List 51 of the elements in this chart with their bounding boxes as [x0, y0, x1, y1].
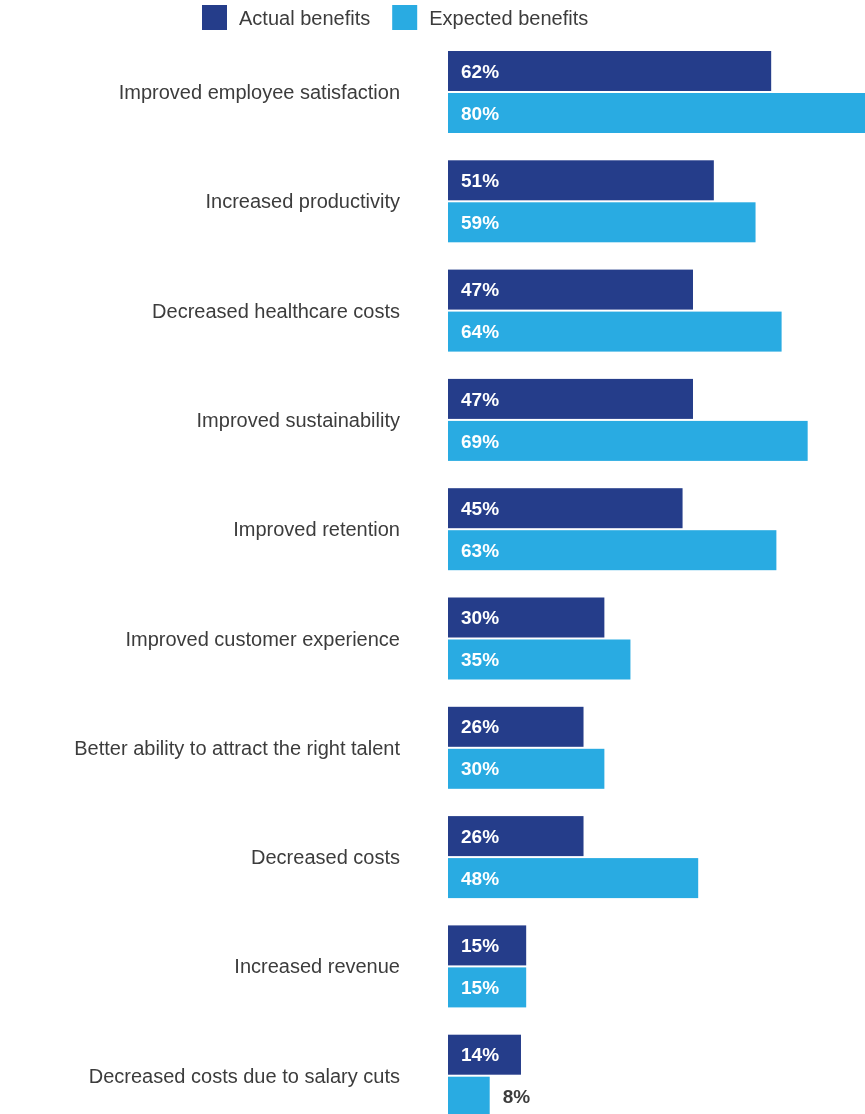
- data-label: 30%: [461, 607, 500, 629]
- bar: [448, 597, 605, 638]
- bar: [448, 488, 683, 529]
- y-tick-label: Decreased costs due to salary cuts: [88, 1064, 400, 1087]
- data-label: 26%: [461, 825, 500, 847]
- data-label: 35%: [461, 649, 500, 671]
- y-tick-label: Improved sustainability: [196, 408, 400, 431]
- data-label: 59%: [461, 211, 500, 233]
- bar: [448, 530, 777, 571]
- data-label: 80%: [461, 102, 500, 124]
- bar: [448, 269, 693, 310]
- data-label: 69%: [461, 430, 500, 452]
- bar: [448, 51, 772, 91]
- data-label: 63%: [461, 539, 500, 561]
- bar: [448, 748, 605, 789]
- bar: [448, 202, 756, 243]
- data-label: 47%: [461, 388, 500, 410]
- y-tick-label: Decreased healthcare costs: [152, 299, 400, 322]
- y-tick-label: Better ability to attract the right talent: [74, 736, 401, 759]
- data-label: 14%: [461, 1044, 500, 1066]
- y-tick-label: Improved customer experience: [125, 627, 400, 650]
- y-tick-label: Improved employee satisfaction: [118, 81, 400, 103]
- data-label: 48%: [461, 867, 500, 889]
- data-label: 64%: [461, 321, 500, 343]
- bar: [448, 160, 714, 201]
- y-tick-label: Increased revenue: [234, 955, 400, 978]
- bar: [448, 93, 865, 133]
- bar: [448, 816, 584, 857]
- data-label: 26%: [461, 716, 500, 738]
- bar: [448, 1034, 521, 1075]
- data-label: 30%: [461, 758, 500, 780]
- bar: [448, 858, 699, 899]
- data-label: 47%: [461, 279, 500, 301]
- data-label: 15%: [461, 935, 500, 957]
- y-tick-label: Decreased costs: [251, 846, 400, 869]
- bar: [448, 311, 782, 352]
- data-label: 51%: [461, 169, 500, 191]
- bar: [448, 378, 693, 419]
- bar: [448, 706, 584, 747]
- data-label: 15%: [461, 977, 500, 999]
- y-tick-label: Improved retention: [233, 518, 400, 541]
- bar: [448, 967, 527, 1008]
- legend-label: Actual benefits: [239, 6, 371, 29]
- legend-label: Expected benefits: [429, 6, 589, 29]
- bar: [448, 420, 808, 461]
- y-tick-label: Increased productivity: [205, 190, 400, 213]
- bar: [448, 639, 631, 680]
- bar: [448, 925, 527, 966]
- data-label: 8%: [502, 1086, 531, 1108]
- data-label: 45%: [461, 497, 500, 519]
- data-label: 62%: [461, 60, 500, 82]
